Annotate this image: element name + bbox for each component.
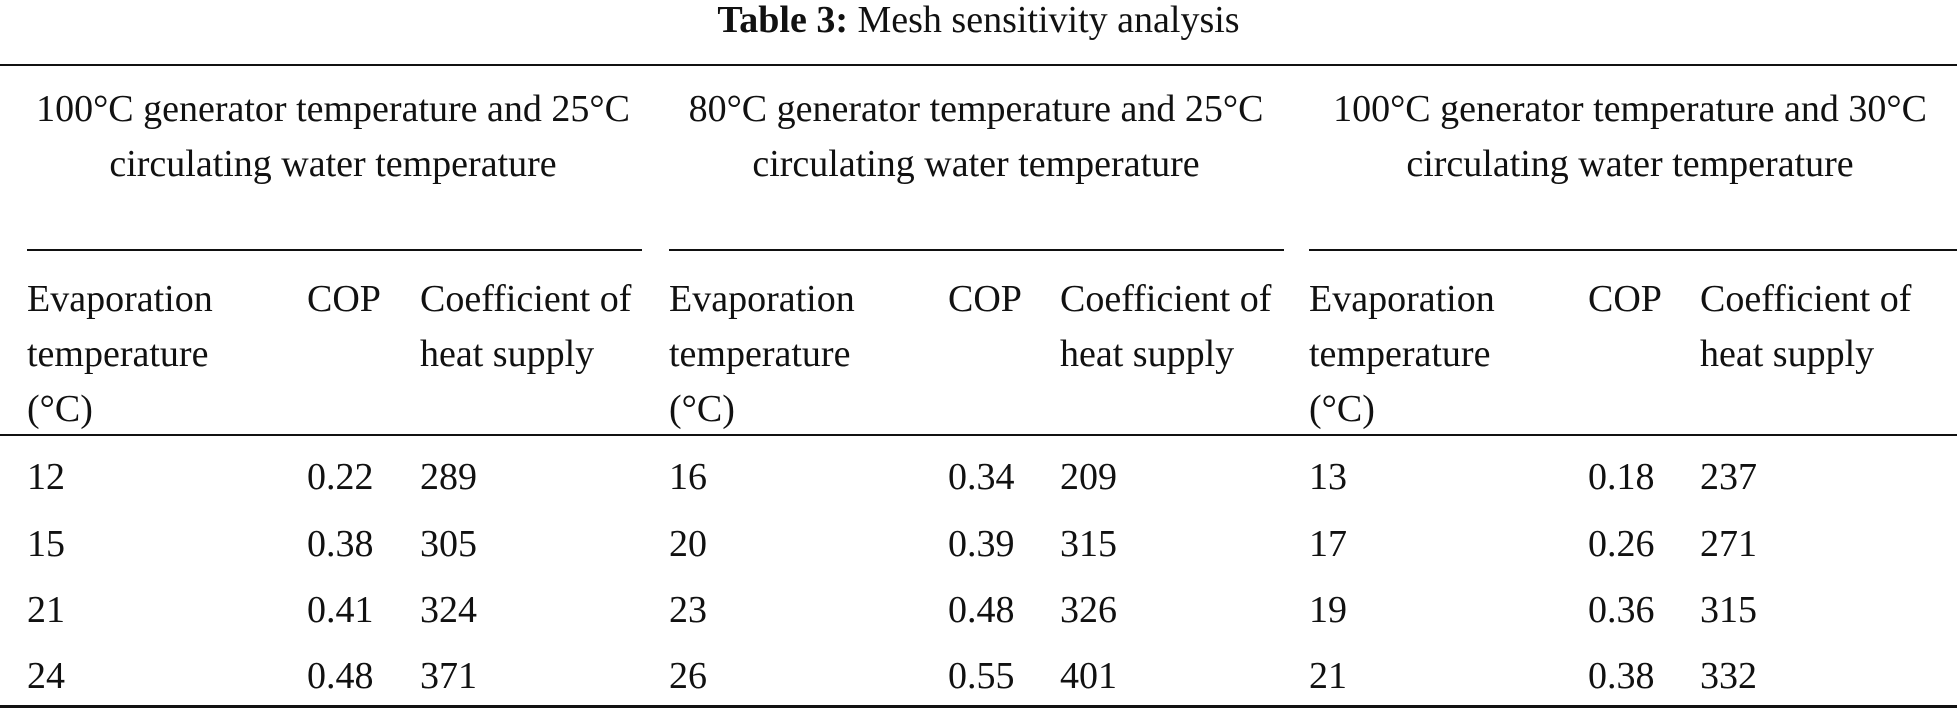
table-cell: 326 bbox=[1060, 589, 1117, 631]
table-cell: 15 bbox=[27, 523, 65, 565]
table-cell: 0.48 bbox=[948, 589, 1015, 631]
table-cell: 26 bbox=[669, 655, 707, 697]
table-cell: 289 bbox=[420, 456, 477, 498]
col-header-cop-1: COP bbox=[307, 278, 381, 320]
table-cell: 21 bbox=[27, 589, 65, 631]
table-cell: 0.38 bbox=[1588, 655, 1655, 697]
table-cell: 0.38 bbox=[307, 523, 374, 565]
group-rule-2 bbox=[669, 249, 1284, 251]
table-cell: 401 bbox=[1060, 655, 1117, 697]
table-cell: 13 bbox=[1309, 456, 1347, 498]
col-header-heat-supply-2: Coefficient of heat supply bbox=[1060, 278, 1272, 375]
table-caption: Table 3: Mesh sensitivity analysis bbox=[0, 0, 1957, 40]
table-cell: 19 bbox=[1309, 589, 1347, 631]
group-header-2: 80°C generator temperature and 25°C circ… bbox=[688, 88, 1264, 185]
group-header-3: 100°C generator temperature and 30°C cir… bbox=[1333, 88, 1927, 185]
table-cell: 315 bbox=[1060, 523, 1117, 565]
table-cell: 23 bbox=[669, 589, 707, 631]
table-cell: 0.41 bbox=[307, 589, 374, 631]
table-cell: 271 bbox=[1700, 523, 1757, 565]
table-cell: 24 bbox=[27, 655, 65, 697]
table-cell: 16 bbox=[669, 456, 707, 498]
col-header-heat-supply-3: Coefficient of heat supply bbox=[1700, 278, 1912, 375]
table-caption-title: Mesh sensitivity analysis bbox=[857, 0, 1240, 41]
table-caption-label: Table 3: bbox=[717, 0, 848, 41]
table-cell: 12 bbox=[27, 456, 65, 498]
col-header-cop-3: COP bbox=[1588, 278, 1662, 320]
table-top-rule bbox=[0, 64, 1957, 66]
table-cell: 0.22 bbox=[307, 456, 374, 498]
col-header-evaporation-1: Evaporation temperature (°C) bbox=[27, 278, 213, 430]
table-cell: 371 bbox=[420, 655, 477, 697]
table-cell: 305 bbox=[420, 523, 477, 565]
table-cell: 0.48 bbox=[307, 655, 374, 697]
group-header-1: 100°C generator temperature and 25°C cir… bbox=[36, 88, 630, 185]
table-cell: 315 bbox=[1700, 589, 1757, 631]
table-cell: 17 bbox=[1309, 523, 1347, 565]
table-cell: 0.36 bbox=[1588, 589, 1655, 631]
group-rule-1 bbox=[27, 249, 642, 251]
col-header-cop-2: COP bbox=[948, 278, 1022, 320]
table-cell: 237 bbox=[1700, 456, 1757, 498]
table-cell: 21 bbox=[1309, 655, 1347, 697]
table-header-rule bbox=[0, 434, 1957, 436]
table-cell: 0.26 bbox=[1588, 523, 1655, 565]
col-header-heat-supply-1: Coefficient of heat supply bbox=[420, 278, 632, 375]
table-cell: 332 bbox=[1700, 655, 1757, 697]
col-header-evaporation-2: Evaporation temperature (°C) bbox=[669, 278, 855, 430]
table-bottom-rule bbox=[0, 705, 1957, 708]
table-cell: 20 bbox=[669, 523, 707, 565]
table-cell: 0.18 bbox=[1588, 456, 1655, 498]
table-cell: 0.55 bbox=[948, 655, 1015, 697]
table-cell: 0.39 bbox=[948, 523, 1015, 565]
table-cell: 0.34 bbox=[948, 456, 1015, 498]
col-header-evaporation-3: Evaporation temperature (°C) bbox=[1309, 278, 1495, 430]
group-rule-3 bbox=[1309, 249, 1957, 251]
table-cell: 324 bbox=[420, 589, 477, 631]
table-cell: 209 bbox=[1060, 456, 1117, 498]
